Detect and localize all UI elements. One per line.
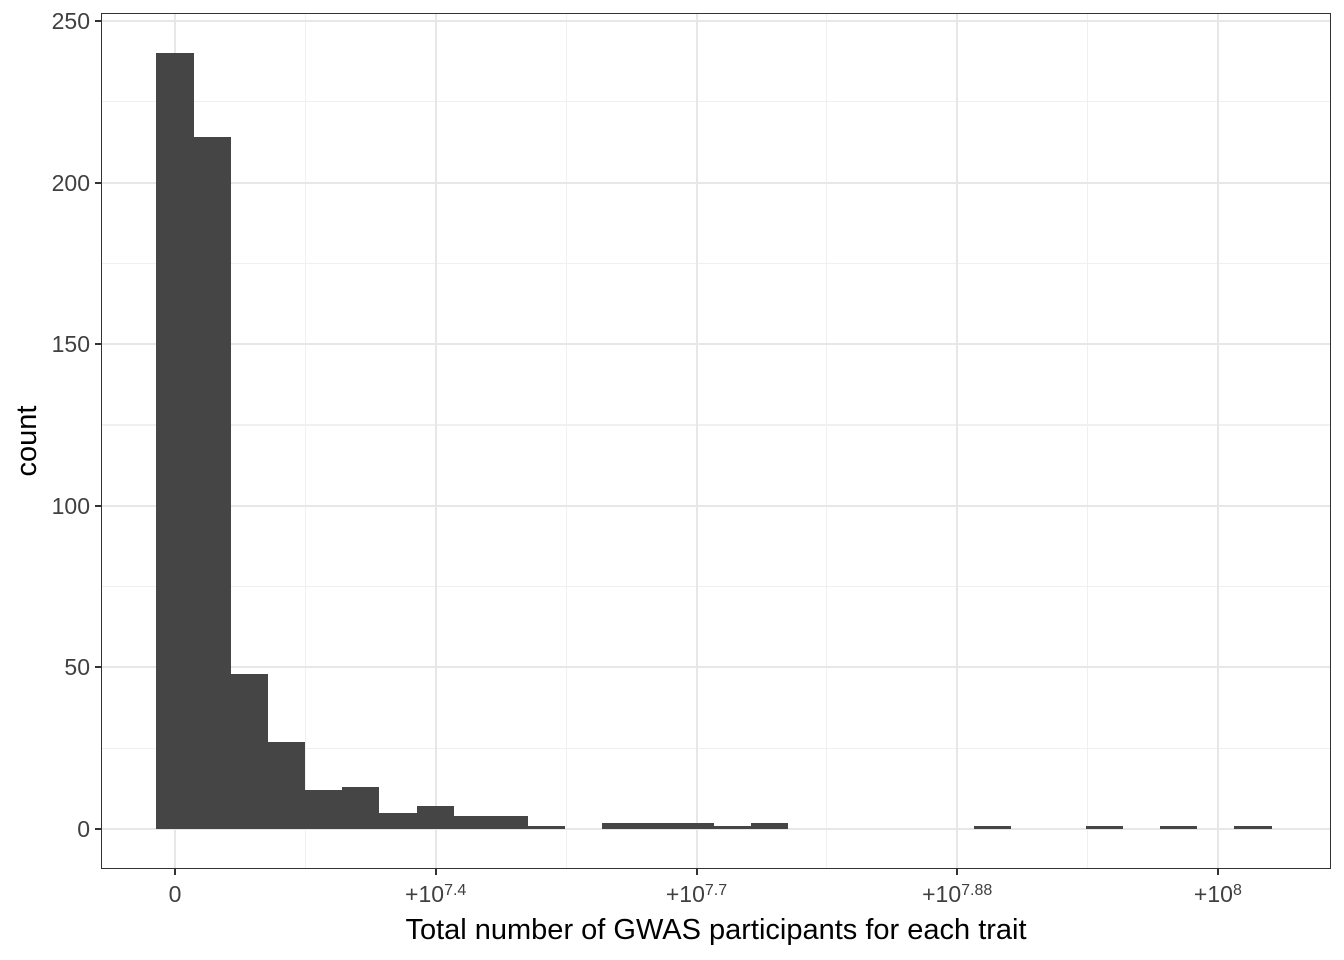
histogram-bar <box>602 823 640 829</box>
x-tick-label: +107.4 <box>356 879 516 909</box>
histogram-bar <box>156 53 194 829</box>
x-gridline-minor <box>1086 14 1089 868</box>
x-tick-label: 0 <box>95 879 255 909</box>
histogram-bar <box>714 826 751 829</box>
x-gridline-major <box>1216 14 1219 868</box>
y-gridline-minor <box>102 424 1330 426</box>
x-tick-label-base: +10 <box>665 881 705 907</box>
histogram-bar <box>1160 826 1197 829</box>
x-gridline-minor <box>565 14 567 868</box>
y-tick-label: 100 <box>51 492 90 519</box>
x-gridline-major <box>956 14 959 868</box>
y-tick-label: 200 <box>51 169 90 196</box>
x-tick-label-base: +10 <box>922 881 962 907</box>
histogram-bar <box>974 826 1011 829</box>
x-tick-mark <box>956 868 959 875</box>
histogram-bar <box>528 826 565 829</box>
x-tick-label: +107.88 <box>877 879 1037 909</box>
plot-panel <box>101 13 1331 869</box>
histogram-bar <box>342 787 379 829</box>
histogram-bar <box>1086 826 1123 829</box>
histogram-bar <box>417 806 454 829</box>
y-tick-mark <box>95 828 102 830</box>
y-gridline-major <box>102 828 1330 830</box>
y-tick-label: 50 <box>64 654 90 681</box>
y-tick-label: 250 <box>51 8 90 34</box>
histogram-bar <box>677 823 714 829</box>
y-gridline-major <box>102 504 1330 507</box>
y-gridline-minor <box>102 586 1330 588</box>
histogram-bar <box>194 137 231 829</box>
x-tick-label-base: +10 <box>1193 881 1233 907</box>
histogram-bar <box>305 790 342 829</box>
x-tick-mark <box>434 868 437 875</box>
x-tick-label-exponent: 7.88 <box>961 882 993 899</box>
x-gridline-minor <box>826 14 828 868</box>
x-tick-label: +107.7 <box>617 879 777 909</box>
y-gridline-minor <box>102 747 1330 749</box>
y-gridline-minor <box>102 262 1330 264</box>
x-tick-mark <box>695 868 698 875</box>
histogram-bar <box>231 674 268 829</box>
x-tick-mark <box>1216 868 1219 875</box>
y-gridline-major <box>102 20 1330 22</box>
x-gridline-minor <box>304 14 306 868</box>
y-tick-mark <box>95 20 102 22</box>
y-tick-mark <box>95 504 102 507</box>
y-gridline-minor <box>102 101 1330 103</box>
x-tick-label-base: +10 <box>405 881 445 907</box>
x-tick-label-exponent: 8 <box>1232 882 1242 899</box>
y-gridline-major <box>102 666 1330 669</box>
y-axis-title: count <box>11 405 43 477</box>
y-tick-label: 150 <box>51 331 90 358</box>
x-gridline-major <box>695 14 698 868</box>
histogram-bar <box>640 823 677 829</box>
x-tick-label-base: 0 <box>168 881 182 907</box>
x-tick-label: +108 <box>1138 879 1298 909</box>
x-tick-mark <box>174 868 176 875</box>
y-gridline-major <box>102 181 1330 184</box>
histogram-bar <box>1234 826 1272 829</box>
y-tick-mark <box>95 181 102 184</box>
x-axis-title: Total number of GWAS participants for ea… <box>405 914 1027 946</box>
x-tick-label-exponent: 7.7 <box>704 882 728 899</box>
y-tick-label: 0 <box>77 816 90 842</box>
histogram-bar <box>751 823 788 829</box>
y-tick-mark <box>95 666 102 669</box>
histogram-bar <box>379 813 417 829</box>
y-tick-mark <box>95 343 102 346</box>
histogram-bar <box>491 816 528 829</box>
x-gridline-major <box>434 14 437 868</box>
histogram-bar <box>268 742 305 829</box>
x-tick-label-exponent: 7.4 <box>444 882 467 899</box>
histogram-bar <box>454 816 491 829</box>
y-gridline-major <box>102 343 1330 346</box>
